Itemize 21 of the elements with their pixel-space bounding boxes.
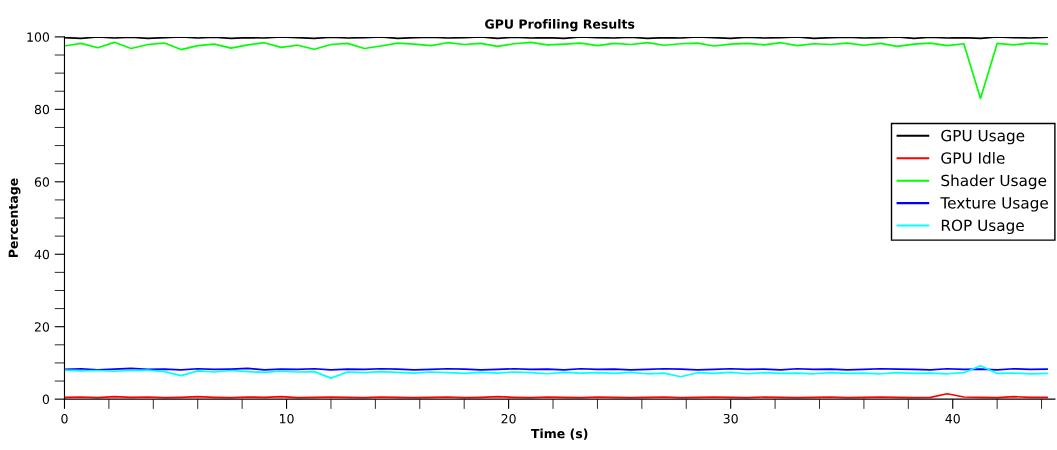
legend-label: GPU Usage (941, 129, 1025, 145)
line-series (64, 364, 1048, 379)
y-tick-label: 100 (27, 32, 50, 42)
y-tick-label: 60 (34, 177, 50, 187)
y-tick-label: 0 (42, 394, 50, 405)
x-tick-label: 40 (945, 413, 960, 424)
legend-label: Shader Usage (941, 174, 1047, 190)
legend-label: GPU Idle (941, 151, 1005, 164)
x-tick-label: 20 (501, 413, 516, 424)
y-tick-label: 40 (34, 249, 50, 260)
line-series (64, 41, 1048, 100)
y-tick-label: 80 (34, 104, 50, 115)
legend-label: ROP Usage (941, 219, 1024, 235)
x-axis-title: Time (s) (530, 428, 588, 440)
legend-label: Texture Usage (940, 197, 1048, 212)
y-tick-label: 20 (34, 322, 50, 332)
x-tick-label: 30 (723, 413, 738, 424)
x-tick-label: 10 (279, 413, 294, 424)
y-axis-title: Percentage (8, 178, 21, 258)
x-tick-label: 0 (61, 413, 68, 424)
chart-title: GPU Profiling Results (485, 19, 635, 32)
